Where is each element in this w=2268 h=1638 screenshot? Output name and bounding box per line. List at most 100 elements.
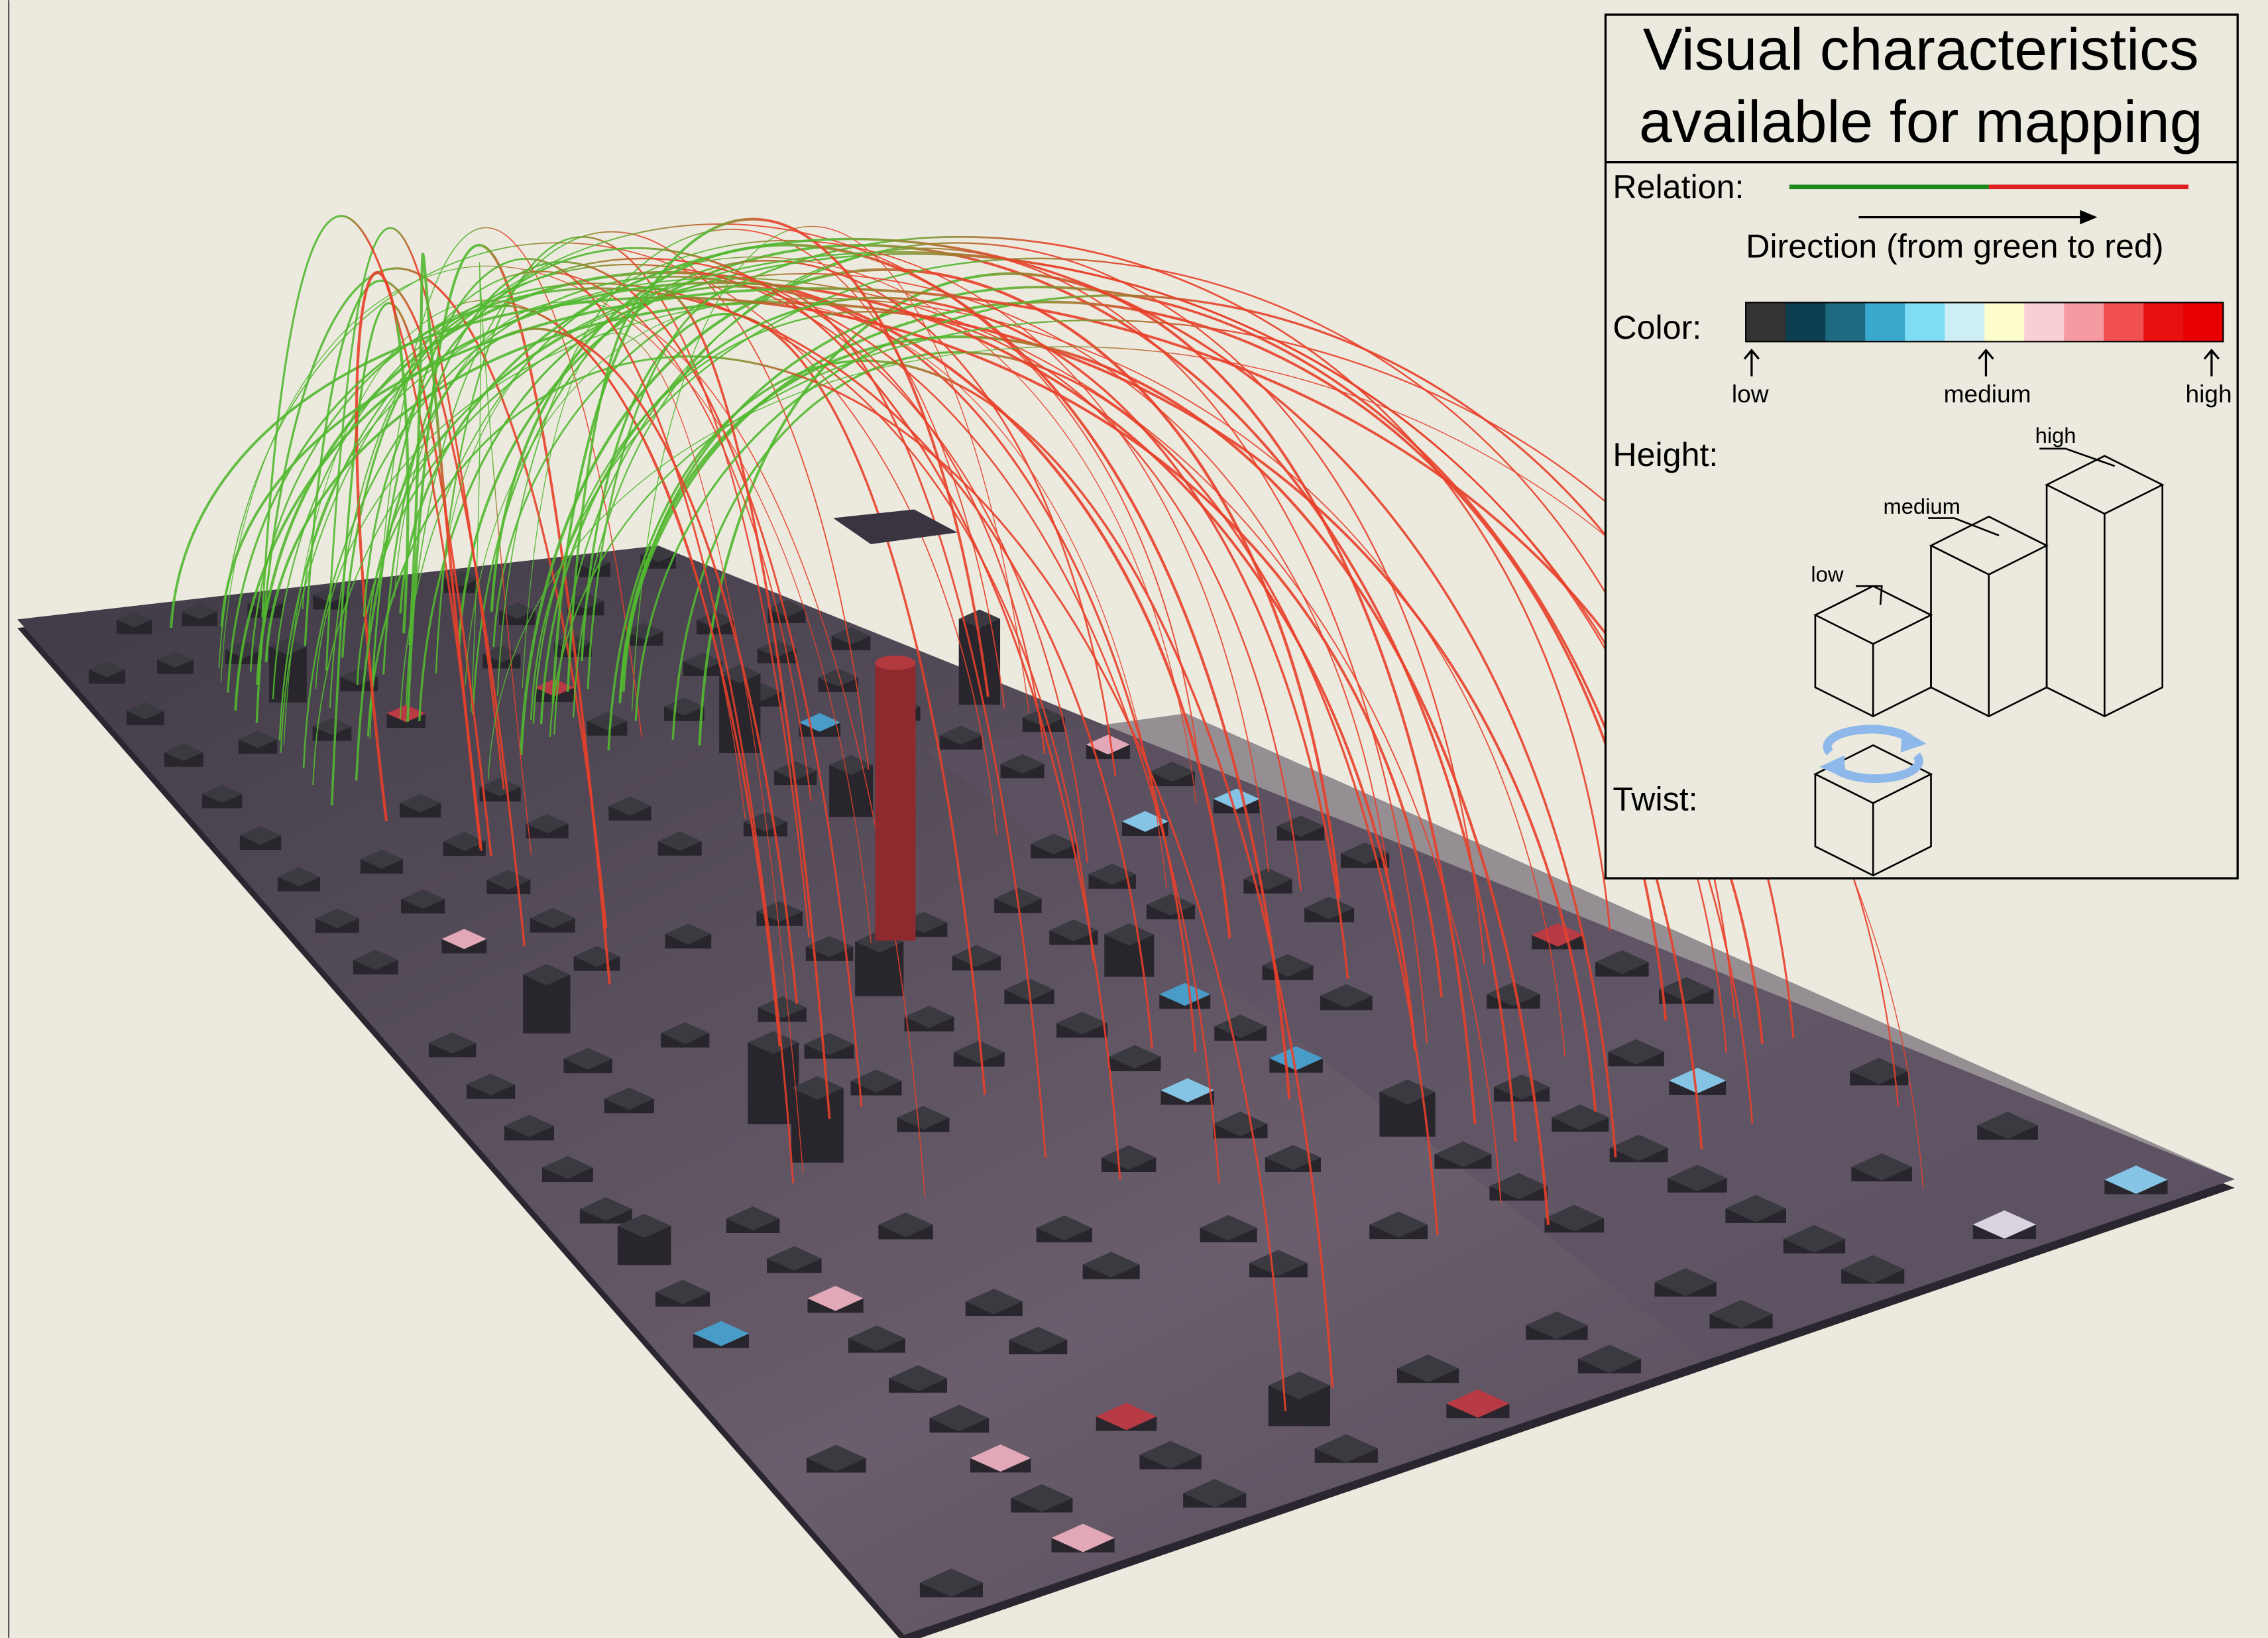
box-top: [850, 1069, 902, 1092]
box-top: [1276, 815, 1325, 837]
relation-arc: [566, 287, 831, 1120]
box-top: [608, 796, 652, 816]
color-cell: [2183, 302, 2224, 342]
box-top: [1036, 1215, 1092, 1241]
box-top: [939, 725, 983, 745]
box-top: [1609, 1134, 1668, 1161]
relation-arc: [532, 311, 1302, 891]
box-sides: [2045, 485, 2163, 718]
box-top: [1369, 1211, 1428, 1238]
legend-title: Visual characteristics: [1643, 16, 2199, 82]
box-top: [1139, 1440, 1202, 1469]
relation-arc: [522, 332, 804, 1173]
box-top: [2104, 1165, 2168, 1195]
relation-arc: [367, 355, 1287, 1412]
box-top: [748, 1031, 799, 1055]
box-top: [1000, 754, 1045, 774]
box-top: [486, 870, 531, 890]
box-top: [1265, 1145, 1322, 1171]
leader: [1856, 585, 1883, 605]
relation-arc: [587, 282, 1047, 1159]
box-top: [929, 1405, 990, 1432]
legend: Visual characteristics available for map…: [1604, 13, 2239, 880]
box-top: [1096, 1403, 1157, 1431]
box-top: [1659, 976, 1714, 1002]
twist-label: Twist:: [1613, 780, 1697, 817]
box-top: [953, 1040, 1005, 1064]
relation-arc: [399, 237, 1617, 1157]
color-cell: [1905, 302, 1945, 342]
relation-arc: [435, 236, 810, 938]
relation-arc: [220, 265, 872, 944]
arrow-head: [2080, 209, 2098, 225]
box-top: [804, 1033, 854, 1056]
relation-arc: [607, 359, 1334, 1388]
legend-box: [1604, 13, 2239, 880]
color-label: Color:: [1613, 309, 1701, 346]
box-top: [1314, 1434, 1378, 1463]
box-side: [791, 1088, 844, 1163]
relation-arc: [441, 257, 1197, 805]
relation-arc: [520, 268, 1341, 898]
relation-arc: [465, 301, 1168, 888]
twist-arrow: [1823, 725, 1916, 756]
direction-label: Direction (from green to red): [1746, 228, 2163, 265]
box-top: [791, 1076, 844, 1100]
color-cell: [2064, 302, 2104, 342]
box-top: [399, 793, 441, 813]
height-boxes: [1813, 447, 2165, 877]
box-top: [1493, 1074, 1550, 1100]
relation-arc: [280, 223, 1200, 772]
box-top: [604, 1087, 654, 1110]
box-top: [1031, 833, 1077, 854]
relation-arc: [618, 300, 1668, 1021]
floating-tile: [833, 509, 958, 544]
relation-arc: [418, 285, 1197, 1053]
color-cell: [1746, 302, 1786, 342]
box-top: [878, 1212, 933, 1238]
relation-arc: [496, 229, 1005, 709]
box-top: [965, 1288, 1023, 1315]
box-top: [1434, 1141, 1492, 1167]
box-top: [1049, 919, 1098, 942]
relation-arc: [551, 217, 990, 703]
box-top: [1668, 1165, 1727, 1192]
box-top: [482, 645, 521, 663]
relation-arc: [370, 258, 795, 1184]
box-top: [312, 717, 352, 736]
box-top: [116, 611, 152, 628]
twist-head: [1900, 729, 1927, 753]
relation-arc: [471, 262, 532, 855]
arrow-head: [2203, 348, 2220, 360]
relation-arc: [394, 300, 926, 1197]
box-top: [1011, 1484, 1073, 1512]
box-top: [1009, 1326, 1068, 1353]
boxes: [88, 546, 2168, 1598]
relation-arc: [329, 270, 812, 801]
box-top: [1725, 1195, 1786, 1222]
box-top: [1595, 950, 1649, 974]
box-top: [1213, 1111, 1268, 1136]
plane: [17, 546, 2235, 1635]
relation-label: Relation:: [1613, 168, 1744, 205]
color-cell: [2143, 302, 2184, 342]
relation-arc: [304, 279, 526, 947]
box-top: [1146, 894, 1196, 916]
color-cell: [1945, 302, 1985, 342]
box-top: [201, 784, 243, 803]
box-top: [1086, 734, 1130, 755]
tall-bar: [875, 655, 916, 941]
relation-arc: [539, 296, 1349, 980]
scale-medium: medium: [1944, 380, 2031, 408]
box-top: [530, 907, 575, 929]
twist-head: [1819, 755, 1846, 779]
bar-face: [875, 662, 916, 941]
box-top: [1669, 1067, 1727, 1094]
box-top: [805, 935, 854, 958]
color-cell: [1984, 302, 2025, 342]
box-top: [625, 622, 663, 640]
color-cell: [2024, 302, 2065, 342]
box-top: [526, 814, 569, 834]
box-top: [1446, 1389, 1510, 1418]
box-top: [1526, 1311, 1588, 1340]
